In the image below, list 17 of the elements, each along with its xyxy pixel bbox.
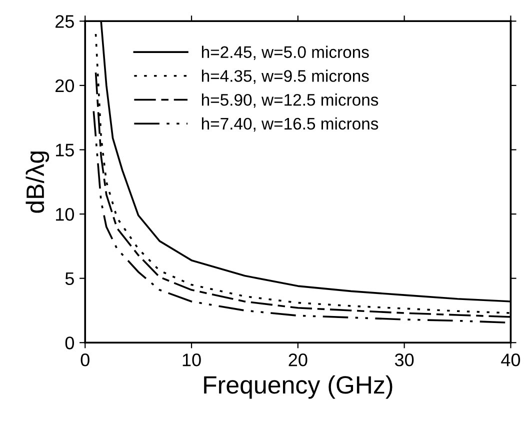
x-tick-label: 30 [394,354,414,366]
x-tick-label: 40 [501,354,520,366]
y-tick-label: 10 [56,208,74,221]
y-tick-label: 15 [56,144,74,156]
y-tick-label: 20 [56,79,74,92]
y-tick-label: 5 [65,272,74,286]
legend-label: h=5.90, w=12.5 microns [202,94,378,108]
x-tick-label: 0 [80,354,90,366]
x-tick-label: 10 [182,354,201,366]
y-tick-label: 25 [56,15,74,28]
x-axis-title: Frequency (GHz) [204,375,392,399]
legend-label: h=7.40, w=16.5 microns [202,117,378,132]
y-tick-label: 0 [65,336,74,350]
legend-label: h=4.35, w=9.5 microns [202,70,369,84]
x-tick-label: 20 [288,354,308,366]
y-axis-title: dB/λg [26,152,50,213]
legend-label: h=2.45, w=5.0 microns [202,46,369,60]
